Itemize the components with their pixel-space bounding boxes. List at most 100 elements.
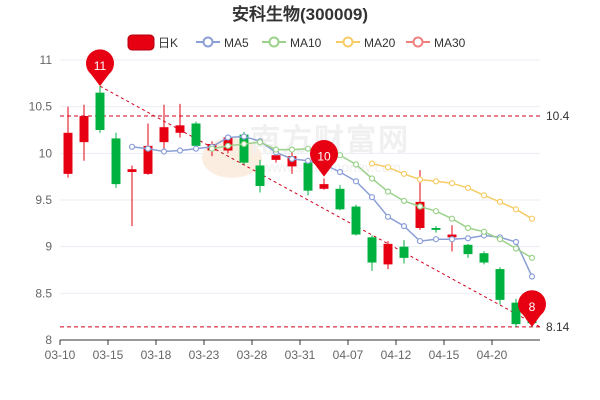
marker-pin: 10 — [310, 139, 339, 177]
candle — [191, 121, 201, 147]
point-ma20 — [528, 215, 536, 222]
point-ma5 — [144, 145, 152, 152]
point-ma10 — [288, 146, 296, 153]
point-ma5 — [448, 236, 456, 243]
legend-swatch-dayk — [127, 34, 155, 51]
point-ma10 — [224, 142, 232, 149]
x-tick-label: 03-15 — [93, 348, 124, 362]
point-ma5 — [416, 237, 424, 245]
legend-item-ma10[interactable]: MA10 — [262, 36, 322, 50]
point-ma20 — [432, 178, 440, 185]
legend-label-ma20: MA20 — [364, 36, 396, 50]
point-ma20 — [480, 192, 488, 199]
candle — [479, 251, 489, 265]
candle-body — [191, 123, 201, 146]
point-ma10 — [528, 254, 536, 261]
point-ma5 — [224, 134, 232, 141]
x-tick-label: 03-18 — [141, 348, 172, 362]
point-ma20 — [496, 198, 504, 205]
candle — [159, 104, 169, 154]
trend-dashed-line — [99, 85, 541, 328]
candle — [399, 240, 409, 264]
marker-pin-shape — [86, 49, 115, 87]
candle-body — [447, 234, 457, 238]
point-ma10 — [352, 161, 360, 168]
candle-body — [255, 165, 265, 186]
legend-dot-ma10 — [268, 36, 280, 48]
point-ma10 — [336, 152, 344, 159]
marker-pin-shape — [310, 139, 339, 177]
candle-body — [479, 253, 489, 263]
legend: 日K MA5 MA10 MA20 MA30 — [127, 34, 466, 51]
point-ma20 — [512, 206, 520, 213]
x-tick-label: 03-28 — [237, 348, 268, 362]
legend-dot-ma30 — [412, 36, 424, 48]
candle-body — [319, 184, 329, 189]
point-ma10 — [272, 146, 280, 153]
point-ma10 — [432, 208, 440, 215]
reference-line-label: 8.14 — [546, 320, 570, 334]
candle-body — [511, 302, 521, 325]
candle-body — [63, 132, 73, 174]
marker-pin: 8 — [518, 290, 546, 327]
candle — [255, 159, 265, 193]
candle — [63, 106, 73, 178]
candle — [511, 298, 521, 327]
candle — [303, 158, 313, 196]
candle — [111, 132, 121, 188]
candle-body — [367, 237, 377, 263]
point-ma5 — [240, 133, 248, 140]
x-tick-label: 04-20 — [477, 348, 508, 362]
y-tick-label: 10 — [39, 146, 53, 160]
x-tick-label: 03-23 — [189, 348, 220, 362]
legend-item-ma5[interactable]: MA5 — [196, 36, 249, 50]
y-tick-label: 9.5 — [35, 193, 52, 207]
legend-label-dayk: 日K — [158, 36, 178, 50]
candle-body — [335, 188, 345, 210]
x-tick-label: 04-12 — [381, 348, 412, 362]
point-ma5 — [128, 143, 136, 150]
x-tick-label: 04-07 — [333, 348, 364, 362]
moving-averages — [128, 133, 536, 280]
marker-pin-shape — [518, 290, 546, 327]
point-ma10 — [256, 139, 264, 146]
reference-line-label: 10.4 — [546, 109, 570, 123]
point-ma10 — [496, 236, 504, 243]
markers: 11 10 8 — [86, 49, 546, 327]
candle-body — [431, 228, 441, 230]
point-ma20 — [448, 180, 456, 187]
legend-dot-ma20 — [342, 36, 354, 48]
candle — [335, 185, 345, 211]
candle — [495, 267, 505, 305]
point-ma10 — [304, 145, 312, 152]
point-ma5 — [352, 178, 360, 185]
candle-body — [463, 244, 473, 255]
candle — [367, 235, 377, 271]
x-tick-label: 04-15 — [429, 348, 460, 362]
point-ma20 — [400, 170, 408, 177]
candle-body — [143, 145, 153, 174]
point-ma10 — [384, 188, 392, 195]
point-ma20 — [416, 176, 424, 183]
point-ma5 — [288, 155, 296, 163]
y-tick-label: 8 — [45, 333, 52, 347]
x-tick-label: 03-10 — [45, 348, 76, 362]
point-ma10 — [448, 215, 456, 222]
point-ma5 — [160, 148, 168, 155]
candle-body — [159, 127, 169, 143]
point-ma10 — [400, 197, 408, 205]
axes: 8 8.5 9 9.5 10 10.5 11 03-10 03-15 03-18 03-23 03-2… — [29, 53, 540, 362]
point-ma10 — [208, 145, 216, 152]
candle-body — [351, 206, 361, 235]
candle-body — [383, 243, 393, 265]
marker-pin: 11 — [86, 49, 115, 87]
candle-body — [79, 116, 89, 143]
point-ma20 — [384, 164, 392, 171]
legend-item-dayk[interactable]: 日K — [127, 34, 178, 51]
legend-item-ma30[interactable]: MA30 — [406, 36, 466, 50]
point-ma5 — [192, 145, 200, 152]
legend-item-ma20[interactable]: MA20 — [336, 36, 396, 50]
reference-lines: 10.4 8.14 — [60, 109, 570, 334]
point-ma5 — [464, 235, 472, 242]
